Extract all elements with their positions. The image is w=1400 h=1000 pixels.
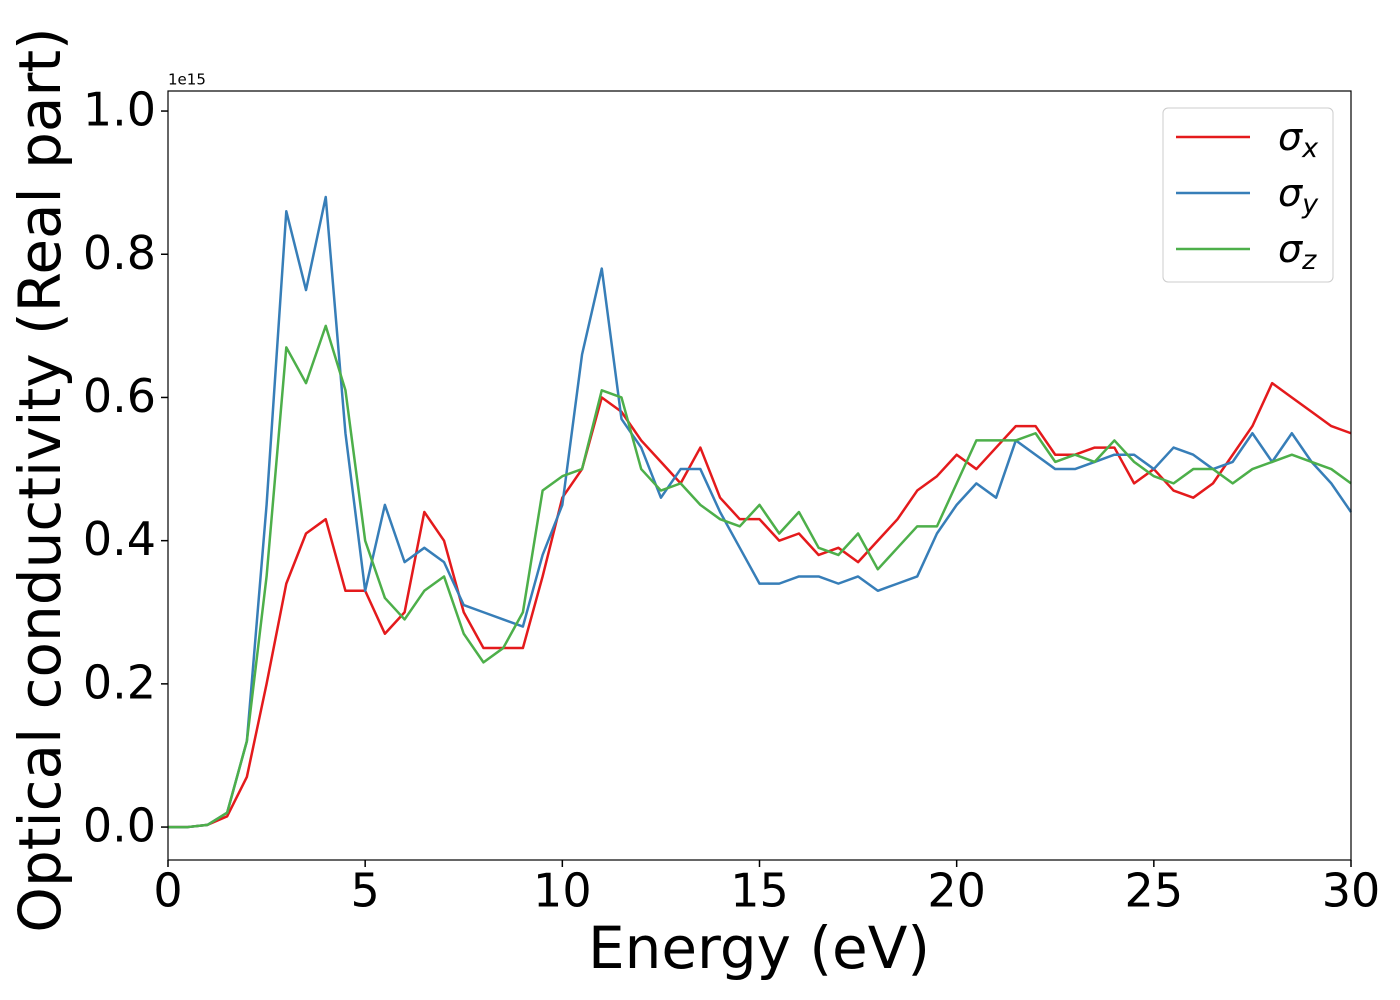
legend-box: [1162, 107, 1334, 283]
y-tick-label: 0.4: [83, 512, 156, 566]
plot-frame: [167, 90, 1352, 861]
legend: σx σy σz: [1162, 107, 1334, 283]
x-tick-label: 15: [730, 864, 789, 918]
x-tick-label: 20: [927, 864, 986, 918]
y-axis-label: Optical conductivity (Real part): [6, 27, 74, 932]
x-tick-label: 25: [1125, 864, 1184, 918]
x-tick-label: 5: [351, 864, 380, 918]
series-line: [168, 324, 1352, 829]
x-tick-label: 10: [533, 864, 592, 918]
y-tick-label: 1.0: [83, 83, 156, 137]
y-tick-label: 0.0: [83, 799, 156, 853]
y-tick-label: 0.8: [83, 226, 156, 280]
series-line: [168, 195, 1353, 829]
y-tick-label: 0.6: [83, 369, 156, 423]
x-tick-label: 0: [153, 864, 182, 918]
legend-label: σy: [1278, 171, 1319, 220]
y-offset-label: 1e15: [168, 71, 206, 89]
legend-label: σx: [1278, 115, 1319, 164]
legend-label: σz: [1278, 227, 1317, 276]
x-axis-label: Energy (eV): [588, 914, 930, 982]
x-tick-label: 30: [1322, 864, 1381, 918]
y-tick-label: 0.2: [83, 655, 156, 709]
